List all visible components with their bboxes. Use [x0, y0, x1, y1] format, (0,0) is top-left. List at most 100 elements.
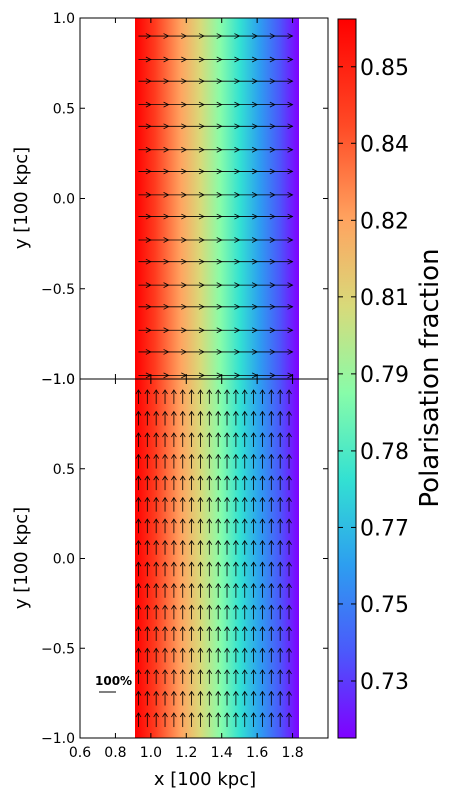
bottom-vector-head — [162, 561, 168, 567]
bottom-vector-head — [224, 626, 230, 632]
bottom-vector-head — [188, 604, 195, 610]
top-vector-arrow — [234, 282, 241, 288]
bottom-vector-head — [224, 690, 230, 696]
bottom-vector-head — [241, 453, 248, 459]
bottom-vector-head — [197, 475, 204, 481]
bottom-vector-head — [188, 669, 195, 675]
top-vector-arrow — [269, 101, 276, 108]
bottom-vector-head — [144, 518, 151, 524]
colorbar-tick-label: 0.73 — [360, 670, 409, 695]
top-vector-arrow — [181, 192, 188, 198]
bottom-vector-head — [233, 496, 239, 502]
top-vector-arrow — [216, 258, 223, 265]
bottom-vector-head — [171, 518, 177, 524]
top-vector-arrow — [251, 56, 259, 63]
bottom-vector-head — [259, 647, 266, 653]
top-x-ticks — [79, 18, 294, 379]
bottom-vector-head — [188, 496, 195, 502]
top-vector-arrow — [145, 258, 152, 265]
bottom-vector-head — [277, 626, 284, 632]
bottom-vector-head — [171, 604, 177, 610]
top-vector-arrow — [234, 123, 241, 130]
top-vector-arrow — [251, 213, 259, 220]
bottom-vector-head — [277, 432, 284, 438]
bottom-vector-head — [162, 389, 168, 395]
top-vector-arrow — [234, 303, 241, 310]
bottom-vector-head — [241, 539, 248, 545]
bottom-vector-head — [259, 389, 266, 395]
bottom-vector-head — [259, 712, 266, 718]
bottom-vector-head — [153, 410, 160, 416]
bottom-vector-head — [153, 583, 160, 589]
bottom-vector-head — [197, 518, 204, 524]
top-vector-arrow — [269, 327, 276, 334]
top-vector-arrow — [269, 258, 276, 265]
bottom-vector-head — [241, 496, 248, 502]
bottom-vector-head — [179, 712, 186, 718]
bottom-vector-head — [277, 604, 284, 610]
top-vector-arrow — [251, 101, 259, 108]
bottom-vector-head — [286, 539, 292, 545]
y-tick-label: −0.5 — [41, 282, 75, 298]
bottom-vector-head — [179, 496, 186, 502]
top-vector-arrow — [198, 123, 205, 130]
top-vector-arrow — [216, 123, 223, 130]
bottom-vector-head — [179, 389, 186, 395]
bottom-vector-head — [179, 475, 186, 481]
bottom-vector-head — [144, 690, 151, 696]
top-vector-arrow — [234, 237, 241, 243]
top-vector-arrow — [287, 258, 294, 265]
top-vector-arrow — [216, 56, 223, 63]
bottom-vector-head — [188, 561, 195, 567]
top-vector-arrow — [251, 237, 259, 243]
bottom-vector-head — [286, 690, 292, 696]
bottom-vector-head — [206, 690, 213, 696]
bottom-vector-head — [215, 518, 222, 524]
top-vector-arrow — [287, 327, 294, 334]
bottom-vector-head — [179, 626, 186, 632]
bottom-vector-head — [197, 561, 204, 567]
top-vector-arrow — [198, 303, 205, 310]
bottom-vector-head — [241, 712, 248, 718]
top-vector-arrow — [216, 213, 223, 220]
top-vector-arrow — [163, 192, 170, 198]
top-vector-arrow — [145, 192, 152, 198]
bottom-vector-head — [171, 561, 177, 567]
bottom-vector-head — [144, 389, 151, 395]
bottom-vector-head — [144, 410, 151, 416]
top-vector-arrow — [234, 146, 241, 153]
bottom-vector-head — [144, 475, 151, 481]
bottom-vector-field — [135, 389, 292, 728]
bottom-vector-head — [153, 518, 160, 524]
bottom-vector-head — [286, 432, 292, 438]
top-vector-arrow — [145, 303, 152, 310]
top-vector-arrow — [198, 349, 205, 355]
bottom-vector-head — [206, 453, 213, 459]
bottom-vector-head — [206, 647, 213, 653]
bottom-vector-head — [135, 647, 142, 653]
bottom-vector-head — [268, 604, 275, 610]
top-vector-arrow — [198, 258, 205, 265]
bottom-vector-head — [268, 583, 275, 589]
bottom-vector-head — [179, 561, 186, 567]
bottom-vector-head — [286, 669, 292, 675]
bottom-vector-head — [162, 583, 168, 589]
bottom-vector-head — [162, 712, 168, 718]
bottom-vector-head — [277, 583, 284, 589]
bottom-vector-head — [206, 410, 213, 416]
bottom-vector-head — [277, 453, 284, 459]
top-heatmap — [135, 18, 299, 379]
y-tick-label: −1.0 — [41, 372, 75, 388]
bottom-vector-head — [144, 539, 151, 545]
bottom-vector-head — [162, 604, 168, 610]
bottom-vector-head — [277, 410, 284, 416]
bottom-vector-head — [233, 583, 239, 589]
top-vector-arrow — [181, 78, 188, 85]
top-vector-arrow — [181, 101, 188, 108]
bottom-vector-head — [233, 626, 239, 632]
top-vector-arrow — [163, 101, 170, 108]
top-vector-arrow — [145, 56, 152, 63]
top-vector-arrow — [287, 303, 294, 310]
bottom-vector-head — [153, 539, 160, 545]
